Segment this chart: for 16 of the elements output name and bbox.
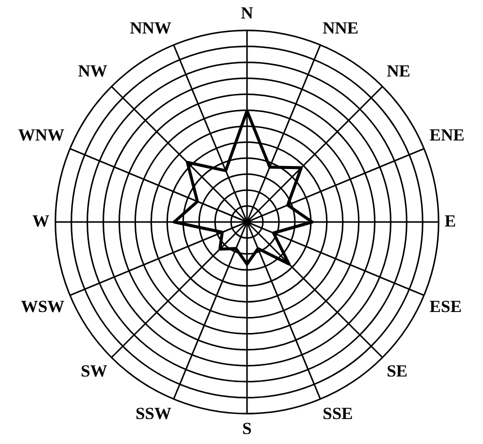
spoke-label: N bbox=[240, 4, 254, 23]
spoke-label: E bbox=[444, 211, 456, 230]
spoke-label: SSE bbox=[322, 404, 353, 424]
spoke-label: NNW bbox=[130, 18, 172, 38]
spoke-label: W bbox=[32, 211, 50, 230]
spoke-label: NW bbox=[78, 61, 108, 80]
spoke-label: SW bbox=[80, 361, 108, 380]
spoke-label: SSW bbox=[135, 404, 172, 424]
spoke-label: WNW bbox=[18, 126, 64, 145]
spoke-label: ENE bbox=[430, 126, 465, 145]
spoke-label: S bbox=[242, 419, 252, 438]
spoke-label: NE bbox=[386, 61, 410, 80]
spoke-label: NNE bbox=[322, 18, 359, 38]
spoke-label: ESE bbox=[430, 297, 462, 316]
spoke-label: SE bbox=[386, 361, 408, 380]
spoke-label: WSW bbox=[20, 297, 64, 316]
